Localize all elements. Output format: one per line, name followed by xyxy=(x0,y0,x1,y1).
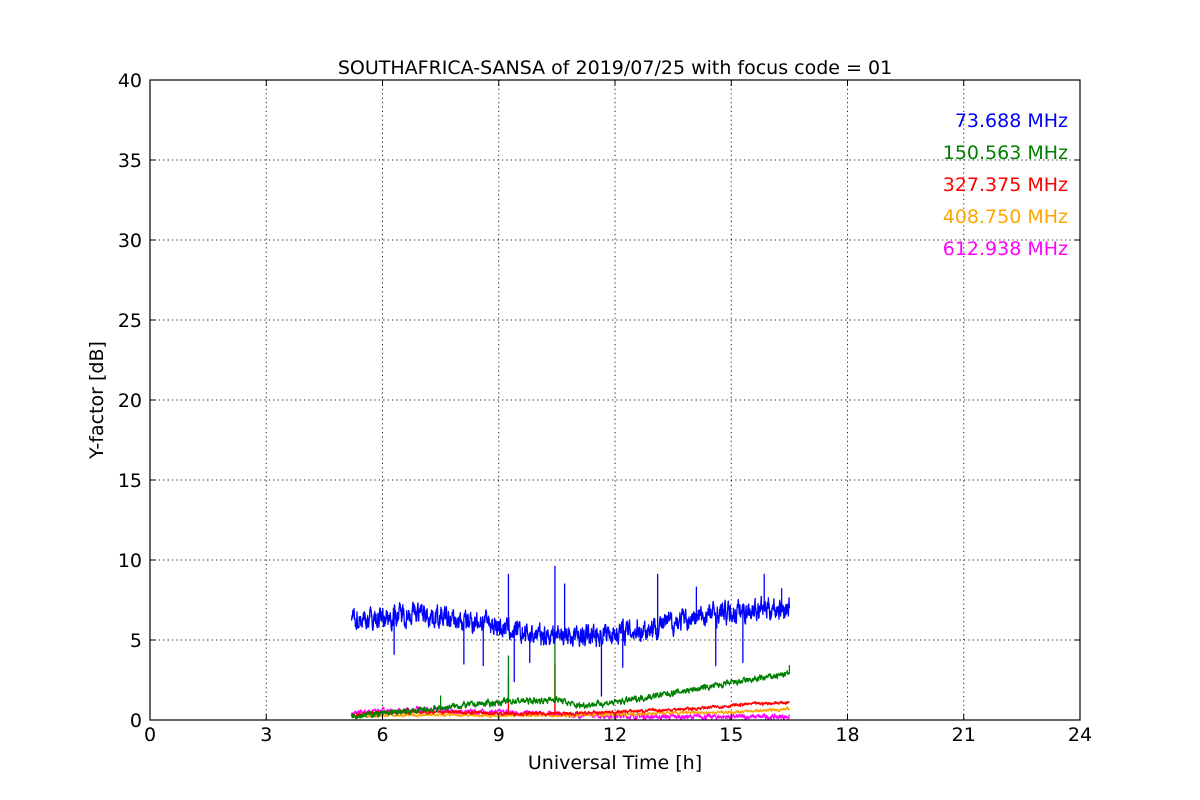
x-tick-label: 12 xyxy=(603,724,627,746)
series-line-150-563-mhz xyxy=(351,639,791,720)
y-tick-label: 25 xyxy=(118,310,142,332)
y-tick-label: 10 xyxy=(118,550,142,572)
x-tick-label: 21 xyxy=(952,724,976,746)
y-tick-label: 0 xyxy=(130,710,142,732)
legend-entry: 150.563 MHz xyxy=(943,142,1068,164)
x-tick-label: 0 xyxy=(144,724,156,746)
y-tick-label: 40 xyxy=(118,70,142,92)
x-tick-label: 3 xyxy=(260,724,272,746)
x-tick-label: 9 xyxy=(493,724,505,746)
y-tick-label: 35 xyxy=(118,150,142,172)
legend-entry: 408.750 MHz xyxy=(943,206,1068,228)
series-line-73-688-mhz xyxy=(350,565,791,697)
x-axis-label: Universal Time [h] xyxy=(528,752,702,774)
axis-ticks: 0 3 6 9 12 15 18 21 24 0 5 10 15 20 25 30 35 40 xyxy=(118,70,1092,746)
x-tick-label: 6 xyxy=(376,724,388,746)
legend: 73.688 MHz 150.563 MHz 327.375 MHz 408.750 … xyxy=(943,110,1068,260)
series-line-408-750-mhz xyxy=(350,674,790,719)
legend-entry: 73.688 MHz xyxy=(955,110,1068,132)
legend-entry: 327.375 MHz xyxy=(943,174,1068,196)
y-tick-label: 20 xyxy=(118,390,142,412)
y-axis-label: Y-factor [dB] xyxy=(86,341,108,460)
series-group xyxy=(350,565,791,721)
x-tick-label: 18 xyxy=(835,724,859,746)
y-tick-label: 30 xyxy=(118,230,142,252)
legend-entry: 612.938 MHz xyxy=(943,238,1068,260)
x-tick-label: 24 xyxy=(1068,724,1092,746)
x-tick-label: 15 xyxy=(719,724,743,746)
y-tick-label: 5 xyxy=(130,630,142,652)
y-tick-label: 15 xyxy=(118,470,142,492)
chart-title: SOUTHAFRICA-SANSA of 2019/07/25 with foc… xyxy=(338,57,892,79)
